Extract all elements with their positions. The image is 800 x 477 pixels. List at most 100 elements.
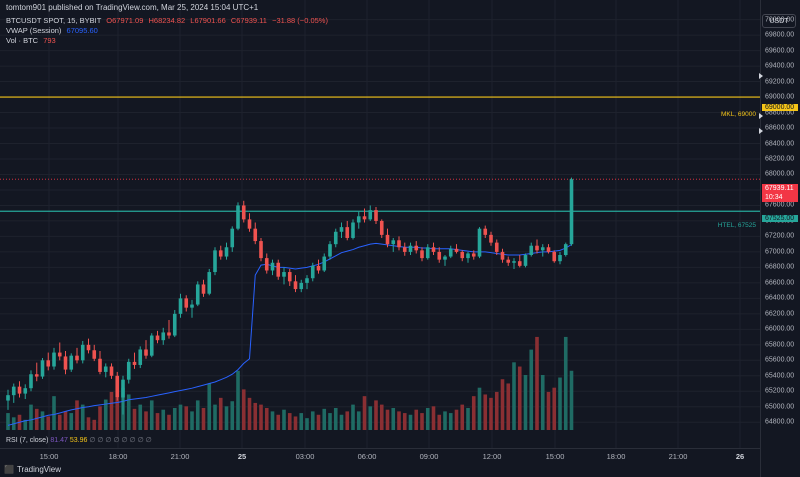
- volume-bar: [391, 408, 396, 430]
- candle-body: [523, 255, 528, 266]
- rsi-value-2: 53.96: [69, 437, 88, 444]
- candle-body: [11, 386, 16, 396]
- candle-body: [339, 227, 344, 232]
- vwap-value: 67095.60: [66, 26, 98, 35]
- volume-bar: [558, 377, 562, 430]
- volume-bar: [184, 406, 189, 430]
- currency-button[interactable]: USDT: [762, 14, 796, 28]
- candle-body: [121, 379, 125, 398]
- time-tick-label: 15:00: [39, 452, 59, 461]
- candle-body: [264, 258, 269, 271]
- volume-bar: [161, 409, 166, 430]
- candle-body: [500, 251, 505, 260]
- volume-bar: [75, 400, 79, 430]
- price-tick-label: 65400.00: [765, 372, 795, 380]
- price-tick-label: 69600.00: [765, 47, 795, 55]
- volume-bar: [213, 404, 217, 430]
- volume-bar: [546, 391, 551, 430]
- candle-body: [454, 248, 459, 252]
- candle-body: [201, 284, 206, 294]
- volume-bar: [259, 404, 263, 430]
- vwap-label[interactable]: VWAP (Session): [6, 26, 62, 35]
- volume-bar: [69, 413, 74, 430]
- volume-bar: [172, 408, 177, 430]
- volume-bar: [443, 411, 447, 430]
- candle-body: [310, 265, 315, 279]
- candle-body: [368, 210, 373, 220]
- price-tick-label: 67000.00: [765, 248, 795, 256]
- price-tick-label: 67600.00: [765, 201, 795, 209]
- price-chart[interactable]: [0, 0, 760, 448]
- time-tick-label: 18:00: [108, 452, 128, 461]
- volume-bar: [287, 413, 292, 430]
- volume-bar: [517, 366, 522, 430]
- volume-bar: [86, 417, 91, 430]
- volume-label[interactable]: Vol · BTC: [6, 36, 39, 45]
- time-axis[interactable]: 15:00 18:00 21:00 25 03:00 06:00 09:00 12:00 15:…: [0, 448, 760, 465]
- volume-bar: [241, 389, 246, 430]
- price-axis[interactable]: 70000.00 69800.00 69600.00 69400.00 69200.00…: [760, 0, 800, 477]
- price-tick-label: 69800.00: [765, 31, 795, 39]
- candle-body: [276, 262, 281, 277]
- candle-body: [29, 374, 33, 389]
- candle-body: [218, 250, 223, 257]
- symbol-label[interactable]: BTCUSDT SPOT, 15, BYBIT: [6, 16, 102, 25]
- candle-body: [270, 262, 275, 271]
- volume-bar: [339, 414, 344, 430]
- axis-marker-icon[interactable]: [759, 73, 763, 79]
- candle-body: [322, 256, 327, 271]
- candle-body: [287, 272, 292, 282]
- volume-bar: [299, 413, 304, 430]
- candle-body: [425, 247, 430, 259]
- last-price-value: 67939.11: [765, 185, 794, 192]
- tradingview-logo-icon: ⬛: [4, 465, 14, 474]
- candle-body: [408, 245, 413, 252]
- candle-body: [512, 261, 516, 263]
- volume-bar: [230, 401, 235, 430]
- candle-body: [305, 278, 309, 283]
- volume-bar: [310, 411, 315, 430]
- candle-body: [98, 358, 102, 372]
- ohlc-high: H68234.82: [148, 16, 186, 25]
- price-tick-label: 65000.00: [765, 403, 795, 411]
- volume-bar: [512, 362, 516, 430]
- volume-bar: [431, 406, 436, 430]
- volume-bar: [374, 400, 378, 430]
- ohlc-low: L67901.66: [190, 16, 226, 25]
- volume-bar: [437, 414, 442, 430]
- candle-body: [253, 228, 258, 242]
- volume-bar: [270, 411, 275, 430]
- htel-tag: HTEL, 67525: [717, 222, 756, 229]
- volume-bar: [92, 419, 97, 430]
- candle-body: [109, 366, 114, 376]
- price-tick-label: 68000.00: [765, 170, 795, 178]
- volume-bar: [523, 375, 528, 430]
- volume-row: Vol · BTC 793: [6, 36, 328, 46]
- axis-marker-icon[interactable]: [759, 128, 763, 134]
- tradingview-logo[interactable]: ⬛ TradingView: [4, 465, 61, 474]
- rsi-legend: RSI (7, close) 81.47 53.96 ∅ ∅ ∅ ∅ ∅ ∅ ∅…: [6, 436, 152, 444]
- candle-body: [167, 332, 171, 336]
- candle-body: [437, 251, 442, 260]
- volume-bar: [448, 413, 453, 430]
- axis-marker-icon[interactable]: [759, 113, 763, 119]
- volume-bar: [362, 396, 367, 430]
- candle-body: [477, 228, 482, 257]
- mkl-tag: MKL, 69000: [720, 111, 756, 118]
- volume-bar: [236, 370, 240, 430]
- candle-body: [144, 349, 148, 356]
- volume-bar: [385, 409, 390, 430]
- price-tick-label: 70000.00: [765, 16, 795, 24]
- candle-body: [328, 244, 332, 257]
- candle-body: [448, 248, 453, 257]
- candle-body: [103, 366, 108, 372]
- candle-body: [69, 355, 74, 370]
- candle-body: [46, 360, 51, 367]
- rsi-label[interactable]: RSI (7, close): [6, 437, 49, 444]
- volume-bar: [126, 394, 131, 430]
- time-tick-label: 12:00: [482, 452, 502, 461]
- bar-countdown: 10:34: [765, 194, 783, 201]
- candle-body: [80, 344, 85, 361]
- candle-body: [293, 281, 298, 290]
- volume-bar: [52, 396, 56, 430]
